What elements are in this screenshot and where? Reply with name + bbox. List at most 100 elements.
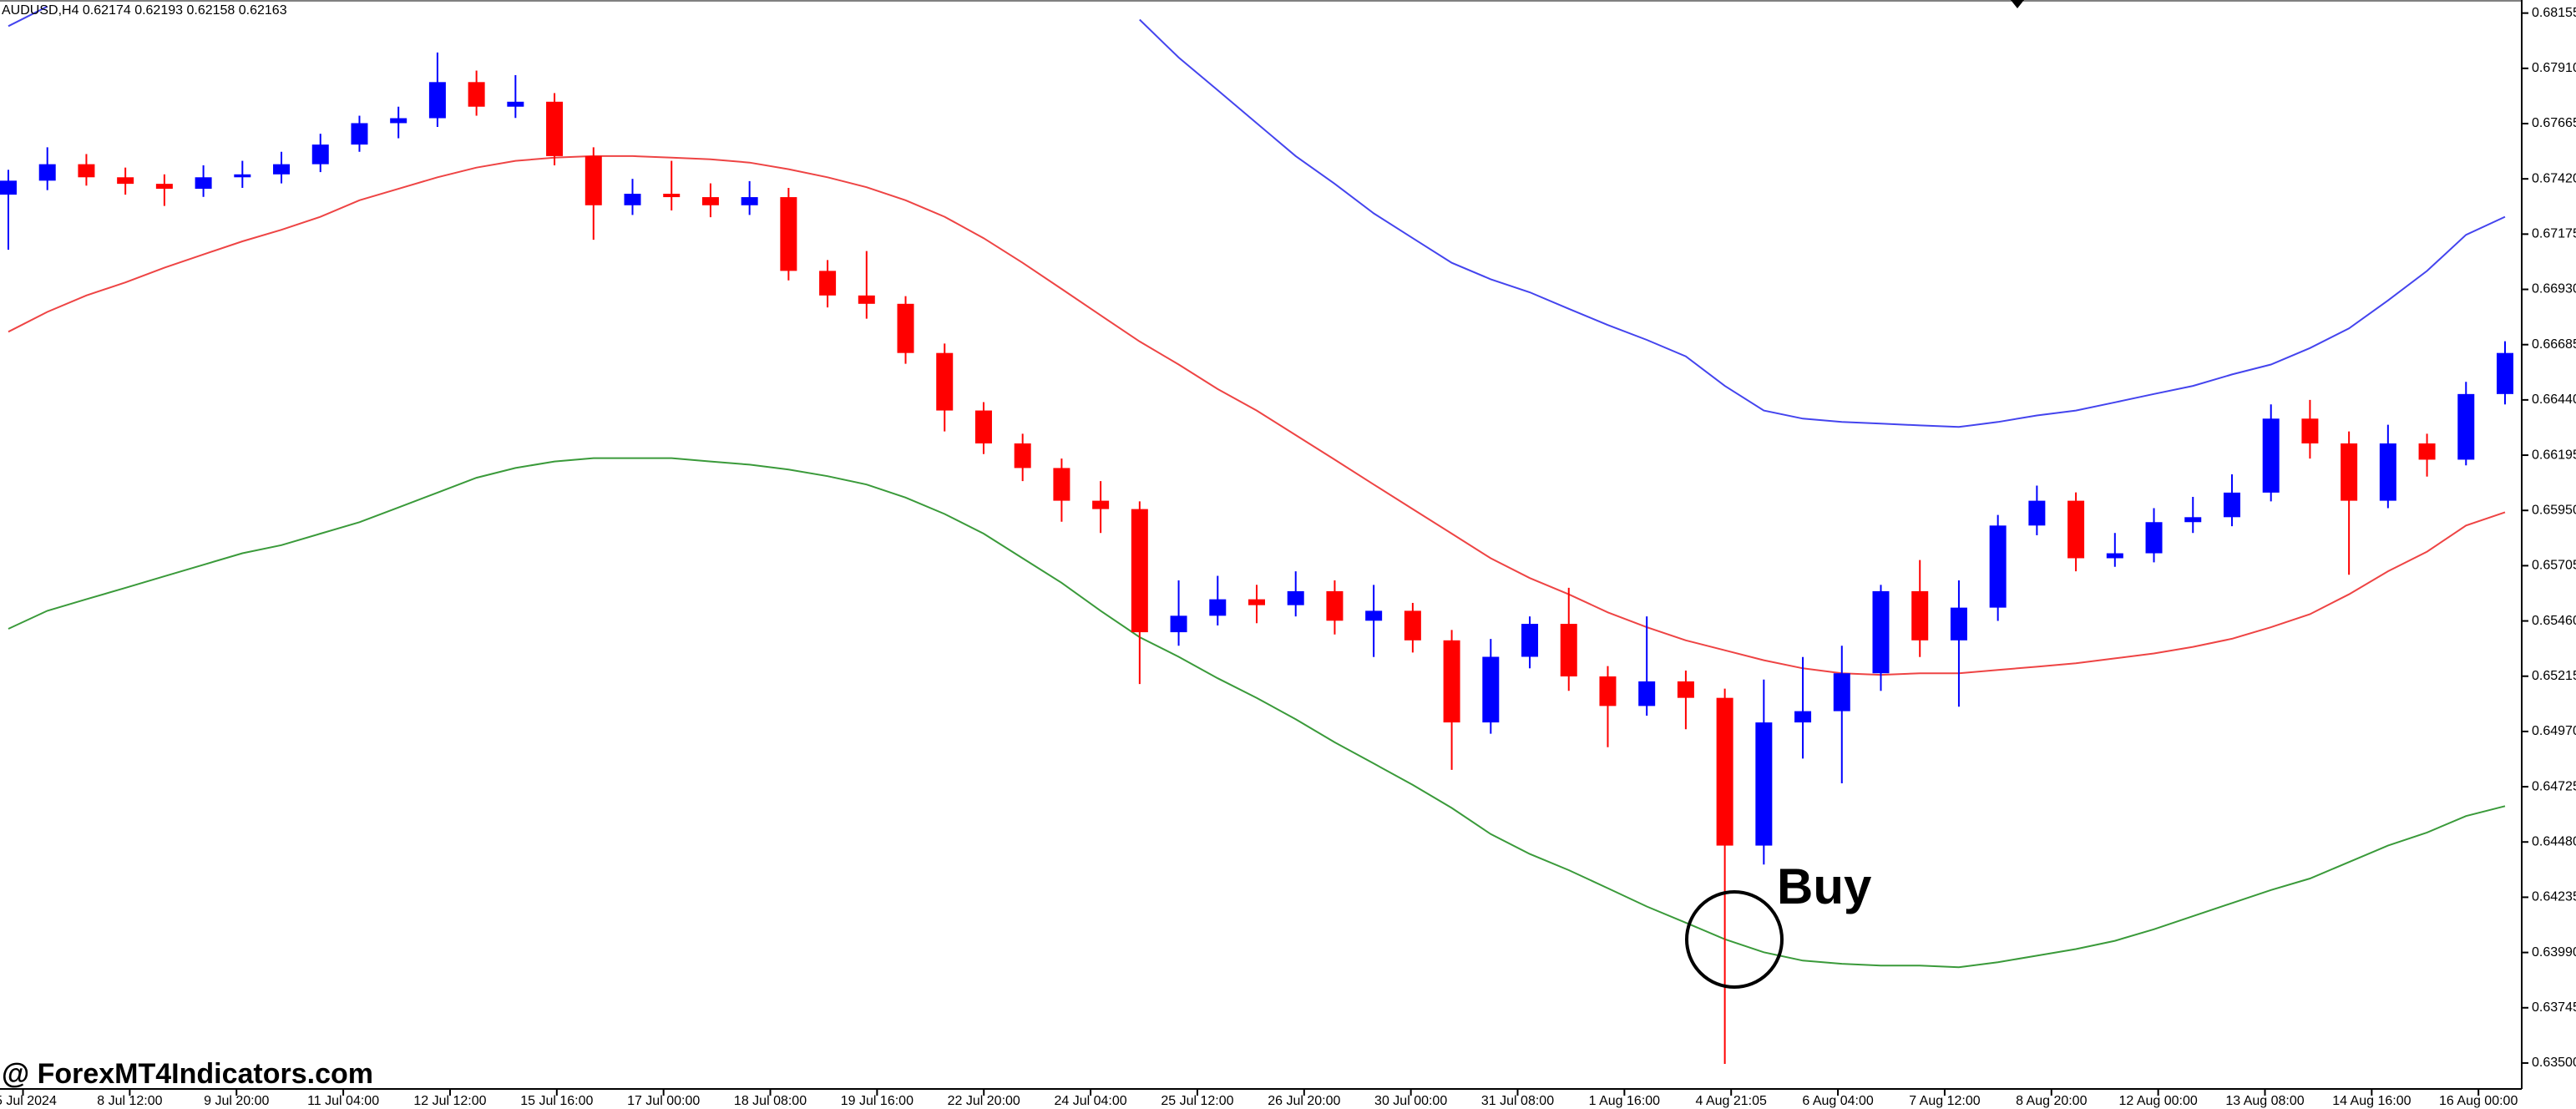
candle-body — [2497, 352, 2513, 394]
x-tick-label: 12 Aug 00:00 — [2118, 1094, 2197, 1108]
candle-body — [1911, 590, 1929, 641]
candle-body — [468, 82, 485, 107]
candle-body — [1716, 697, 1733, 846]
x-tick-label: 1 Aug 16:00 — [1589, 1094, 1661, 1108]
axes: 0.68155 0.67910 0.67665 0.67420 0.67175 0.669… — [0, 6, 2576, 1108]
candle-body — [2301, 418, 2319, 443]
candle-body — [1209, 599, 1227, 616]
y-tick-label: 0.67175 — [2532, 227, 2576, 241]
candle-body — [155, 184, 173, 190]
y-tick-label: 0.65215 — [2532, 669, 2576, 683]
indicator-line — [8, 5, 2506, 428]
candle-body — [1248, 599, 1265, 605]
candle-body — [974, 410, 992, 443]
x-tick-label: 31 Jul 08:00 — [1481, 1094, 1554, 1108]
candle-body — [1131, 509, 1148, 633]
annotation: Buy — [1777, 858, 1872, 914]
candle-body — [1794, 711, 1812, 723]
candle-body — [1482, 656, 1500, 723]
y-tick-label: 0.68155 — [2532, 6, 2576, 20]
candle-body — [38, 164, 56, 181]
candle-body — [741, 197, 758, 205]
x-tick-label: 5 Jul 2024 — [0, 1094, 57, 1108]
y-tick-label: 0.66195 — [2532, 448, 2576, 462]
y-tick-label: 0.65460 — [2532, 614, 2576, 628]
candle-body — [546, 101, 564, 156]
candle-body — [507, 101, 524, 107]
candle-body — [663, 194, 681, 198]
candle-body — [1521, 624, 1539, 657]
candle-body — [428, 82, 446, 119]
y-tick-label: 0.64970 — [2532, 724, 2576, 738]
candle-body — [2184, 517, 2202, 523]
candle-body — [2457, 393, 2475, 460]
y-tick-label: 0.65705 — [2532, 559, 2576, 573]
candle-body — [897, 303, 914, 353]
chart-title: AUDUSD,H4 0.62174 0.62193 0.62158 0.6216… — [2, 3, 287, 18]
candle-body — [234, 174, 251, 178]
y-tick-label: 0.64480 — [2532, 834, 2576, 848]
candle-body — [1677, 681, 1694, 698]
candle-body — [858, 295, 875, 304]
y-tick-label: 0.63990 — [2532, 945, 2576, 960]
candle-body — [2106, 553, 2123, 559]
candle-body — [390, 118, 407, 124]
x-tick-label: 12 Jul 12:00 — [413, 1094, 486, 1108]
candle-body — [819, 271, 837, 296]
x-tick-label: 9 Jul 20:00 — [204, 1094, 269, 1108]
candle-body — [78, 164, 95, 178]
candle-body — [2145, 522, 2163, 554]
candle-body — [2262, 418, 2280, 493]
y-tick-label: 0.63745 — [2532, 1000, 2576, 1015]
highlight-circle — [1685, 890, 1784, 989]
x-tick-label: 25 Jul 12:00 — [1161, 1094, 1233, 1108]
indicator-line — [8, 154, 2506, 676]
x-tick-label: 18 Jul 08:00 — [734, 1094, 807, 1108]
candle-body — [585, 155, 602, 205]
y-tick-label: 0.67420 — [2532, 171, 2576, 185]
candle-body — [1014, 443, 1031, 468]
candle-body — [1560, 624, 1577, 677]
x-tick-label: 11 Jul 04:00 — [307, 1094, 379, 1108]
x-tick-label: 14 Aug 16:00 — [2332, 1094, 2411, 1108]
candle-body — [2418, 443, 2436, 460]
candle-body — [1170, 615, 1187, 633]
candle-body — [780, 197, 797, 271]
candle-body — [1872, 590, 1890, 674]
x-tick-label: 8 Aug 20:00 — [2016, 1094, 2088, 1108]
candle-body — [195, 177, 212, 190]
x-tick-label: 26 Jul 20:00 — [1268, 1094, 1340, 1108]
candle-body — [1443, 640, 1460, 723]
indicator-lines — [8, 5, 2506, 969]
candle-body — [624, 194, 641, 205]
y-tick-label: 0.63500 — [2532, 1056, 2576, 1070]
candle-body — [2028, 500, 2046, 526]
x-tick-label: 24 Jul 04:00 — [1054, 1094, 1126, 1108]
candle-body — [936, 352, 954, 411]
candle-body — [701, 197, 719, 205]
candle-body — [117, 177, 134, 185]
candle-body — [1092, 500, 1110, 509]
candle-body — [1404, 610, 1421, 641]
candle-body — [1950, 607, 1967, 641]
y-tick-label: 0.66930 — [2532, 282, 2576, 296]
y-tick-label: 0.64725 — [2532, 779, 2576, 793]
candle-body — [2341, 443, 2358, 501]
x-tick-label: 30 Jul 00:00 — [1374, 1094, 1447, 1108]
watermark: @ ForexMT4Indicators.com — [2, 1058, 373, 1090]
candle-body — [1755, 722, 1773, 846]
candle-body — [2223, 492, 2240, 518]
x-tick-label: 7 Aug 12:00 — [1909, 1094, 1981, 1108]
candle-body — [1053, 468, 1070, 501]
candle-body — [1326, 590, 1344, 621]
indicator-line — [8, 457, 2506, 969]
candle-body — [311, 144, 329, 165]
x-tick-label: 4 Aug 21:05 — [1696, 1094, 1768, 1108]
candle-body — [0, 180, 17, 195]
candle-body — [351, 123, 368, 145]
candles — [0, 52, 2513, 1065]
candle-body — [2379, 443, 2396, 501]
y-tick-label: 0.67665 — [2532, 116, 2576, 130]
